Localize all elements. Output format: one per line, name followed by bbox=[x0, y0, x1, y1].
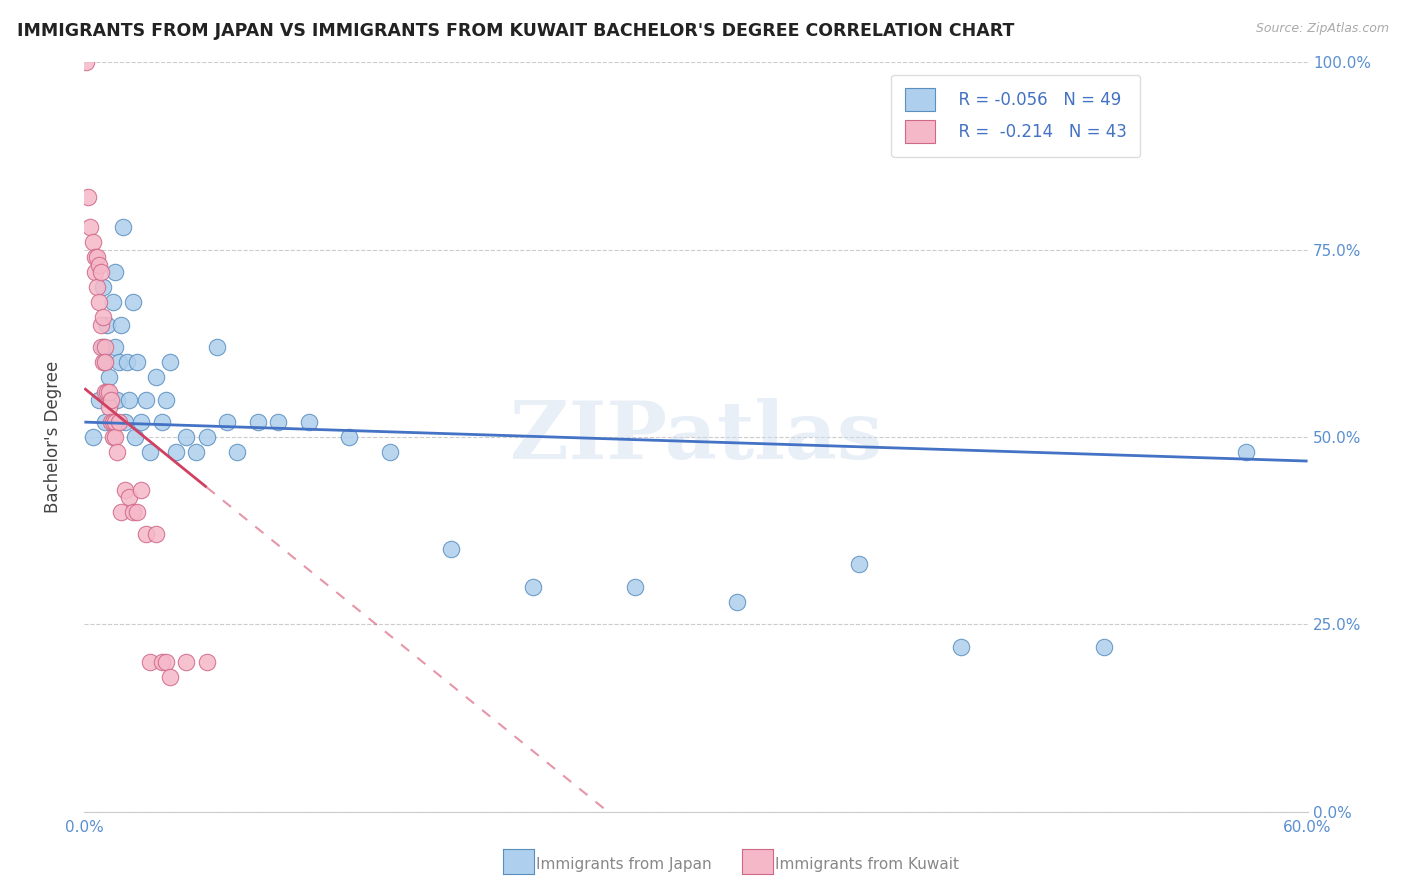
Point bbox=[96, 385, 118, 400]
Point bbox=[122, 505, 145, 519]
Point bbox=[138, 655, 160, 669]
Point bbox=[522, 580, 544, 594]
Point bbox=[135, 527, 157, 541]
Text: Source: ZipAtlas.com: Source: ZipAtlas.com bbox=[1256, 22, 1389, 36]
Text: ZIPatlas: ZIPatlas bbox=[510, 398, 882, 476]
Point bbox=[131, 483, 153, 497]
Point bbox=[97, 370, 120, 384]
Point bbox=[174, 430, 197, 444]
Point bbox=[87, 392, 110, 407]
Point bbox=[380, 445, 402, 459]
Point bbox=[127, 355, 149, 369]
Point bbox=[100, 392, 122, 407]
Point bbox=[79, 220, 101, 235]
Point bbox=[108, 355, 131, 369]
Point bbox=[114, 483, 136, 497]
Point bbox=[82, 235, 104, 250]
Point bbox=[217, 415, 239, 429]
Point bbox=[1092, 640, 1115, 654]
Point bbox=[104, 340, 127, 354]
Point bbox=[101, 415, 124, 429]
Point bbox=[298, 415, 321, 429]
Text: Immigrants from Japan: Immigrants from Japan bbox=[536, 857, 711, 871]
Point bbox=[174, 655, 197, 669]
Point bbox=[90, 318, 112, 332]
Point bbox=[110, 505, 132, 519]
Point bbox=[93, 340, 115, 354]
Point bbox=[127, 505, 149, 519]
Point bbox=[131, 415, 153, 429]
Point bbox=[267, 415, 290, 429]
Point bbox=[165, 445, 187, 459]
Point bbox=[86, 250, 108, 264]
Point bbox=[91, 355, 114, 369]
Point bbox=[93, 355, 115, 369]
Point bbox=[135, 392, 157, 407]
Point bbox=[93, 415, 115, 429]
Point bbox=[186, 445, 208, 459]
Point bbox=[104, 415, 127, 429]
Text: IMMIGRANTS FROM JAPAN VS IMMIGRANTS FROM KUWAIT BACHELOR'S DEGREE CORRELATION CH: IMMIGRANTS FROM JAPAN VS IMMIGRANTS FROM… bbox=[17, 22, 1014, 40]
Point bbox=[159, 355, 181, 369]
Point bbox=[155, 655, 177, 669]
Point bbox=[155, 392, 177, 407]
Point bbox=[83, 250, 105, 264]
Point bbox=[97, 400, 120, 414]
Text: Immigrants from Kuwait: Immigrants from Kuwait bbox=[775, 857, 959, 871]
Point bbox=[110, 318, 132, 332]
Point bbox=[205, 340, 228, 354]
Point bbox=[100, 415, 122, 429]
Point bbox=[86, 280, 108, 294]
Point bbox=[87, 295, 110, 310]
Point bbox=[105, 392, 128, 407]
Point bbox=[91, 280, 114, 294]
Point bbox=[138, 445, 160, 459]
Point bbox=[83, 265, 105, 279]
Point bbox=[246, 415, 269, 429]
Point bbox=[145, 527, 167, 541]
Point bbox=[105, 445, 128, 459]
Point bbox=[87, 258, 110, 272]
Point bbox=[100, 392, 122, 407]
Point bbox=[90, 265, 112, 279]
Point bbox=[75, 55, 97, 70]
Point bbox=[122, 295, 145, 310]
Legend:   R = -0.056   N = 49,   R =  -0.214   N = 43: R = -0.056 N = 49, R = -0.214 N = 43 bbox=[891, 75, 1140, 157]
Point bbox=[124, 430, 146, 444]
Point bbox=[725, 595, 748, 609]
Point bbox=[339, 430, 361, 444]
Point bbox=[114, 415, 136, 429]
Point bbox=[96, 318, 118, 332]
Point bbox=[195, 655, 218, 669]
Point bbox=[93, 355, 115, 369]
Point bbox=[90, 340, 112, 354]
Point bbox=[104, 430, 127, 444]
Point bbox=[101, 295, 124, 310]
Point bbox=[112, 220, 135, 235]
Point bbox=[118, 392, 141, 407]
Point bbox=[91, 340, 114, 354]
Point bbox=[150, 415, 173, 429]
Point bbox=[91, 310, 114, 325]
Point bbox=[159, 670, 181, 684]
Point bbox=[950, 640, 973, 654]
Point bbox=[108, 415, 131, 429]
Point bbox=[440, 542, 463, 557]
Point bbox=[82, 430, 104, 444]
Point bbox=[97, 385, 120, 400]
Point bbox=[101, 430, 124, 444]
Point bbox=[118, 490, 141, 504]
Point bbox=[624, 580, 647, 594]
Point bbox=[150, 655, 173, 669]
Y-axis label: Bachelor's Degree: Bachelor's Degree bbox=[44, 361, 62, 513]
Point bbox=[77, 190, 100, 204]
Point bbox=[848, 558, 870, 572]
Point bbox=[115, 355, 138, 369]
Point bbox=[93, 385, 115, 400]
Point bbox=[145, 370, 167, 384]
Point bbox=[1236, 445, 1258, 459]
Point bbox=[226, 445, 249, 459]
Point bbox=[195, 430, 218, 444]
Point bbox=[104, 265, 127, 279]
